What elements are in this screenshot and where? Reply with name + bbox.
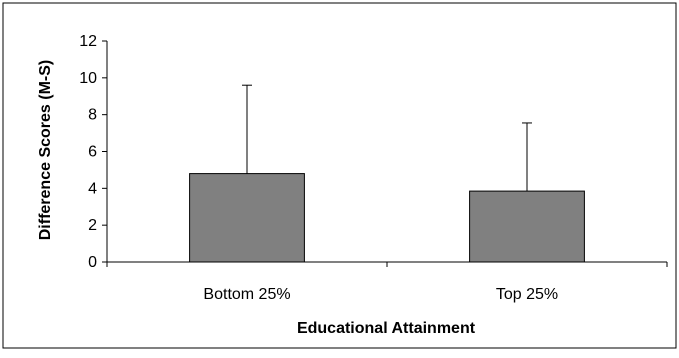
x-category-label: Bottom 25% [203,286,290,303]
y-tick-label: 12 [79,33,97,50]
chart-border [2,2,677,349]
y-tick-label: 2 [88,217,97,234]
y-tick-label: 6 [88,144,97,161]
bar [189,173,305,263]
y-tick-label: 0 [88,254,97,271]
x-axis-title: Educational Attainment [297,320,476,337]
y-tick-label: 8 [88,107,97,124]
y-axis-title: Difference Scores (M-S) [37,60,54,241]
x-category-label: Top 25% [496,286,558,303]
y-tick-label: 4 [88,180,97,197]
bar [469,190,585,263]
y-tick-label: 10 [79,70,97,87]
